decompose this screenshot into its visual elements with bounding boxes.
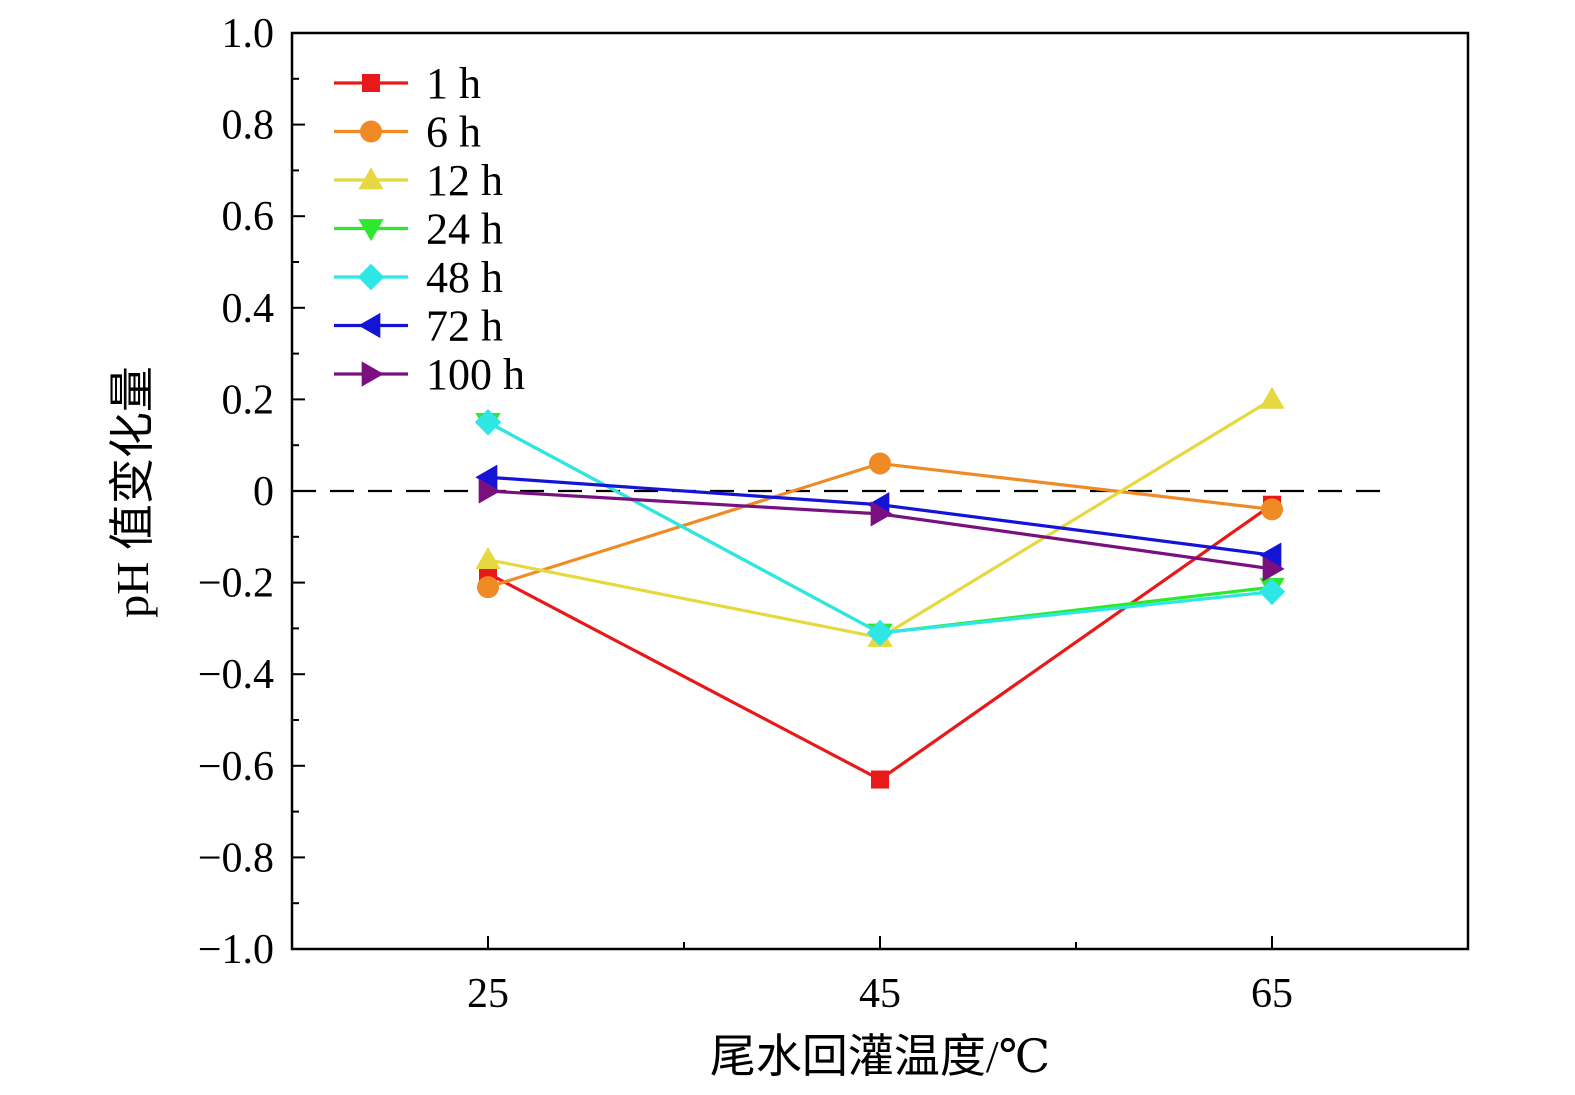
data-point — [1259, 542, 1282, 568]
data-point — [1258, 578, 1286, 605]
y-tick-label: 0.4 — [222, 286, 275, 332]
legend-marker — [358, 219, 384, 242]
data-point — [1262, 556, 1285, 582]
data-point — [474, 409, 502, 436]
legend-label: 48 h — [426, 253, 503, 302]
data-point — [866, 619, 894, 647]
legend-label: 72 h — [426, 302, 503, 351]
data-point — [869, 452, 891, 475]
data-point — [475, 464, 498, 490]
legend-label: 24 h — [426, 205, 503, 254]
y-axis-title: pH 值变化量 — [107, 366, 158, 618]
x-tick-label: 65 — [1251, 971, 1293, 1017]
data-point — [478, 478, 501, 504]
legend-item: 24 h — [334, 205, 503, 254]
data-point — [870, 501, 893, 527]
series-100h — [478, 478, 1285, 582]
data-point — [475, 547, 501, 570]
y-tick-label: −0.6 — [198, 744, 274, 790]
x-tick-label: 45 — [859, 971, 901, 1017]
plot-series — [474, 386, 1286, 789]
legend-item: 12 h — [334, 156, 503, 205]
y-tick-label: −0.2 — [198, 561, 274, 607]
legend-item: 1 h — [334, 59, 481, 108]
legend-marker — [358, 167, 384, 190]
y-tick-label: −0.8 — [198, 835, 274, 881]
legend-marker — [360, 120, 382, 143]
series-48h — [474, 409, 1286, 647]
y-tick-label: 0.8 — [222, 103, 275, 149]
legend-item: 48 h — [334, 253, 503, 302]
legend-marker — [357, 263, 385, 291]
legend-marker — [361, 361, 384, 387]
data-point — [870, 770, 890, 789]
y-tick-label: −0.4 — [198, 652, 274, 698]
series-line — [487, 461, 1273, 589]
series-6h — [477, 452, 1283, 599]
x-axis-title: 尾水回灌温度/℃ — [710, 1031, 1050, 1082]
data-point — [1261, 498, 1283, 521]
legend-item: 72 h — [334, 302, 503, 351]
y-tick-label: 0.2 — [222, 377, 275, 423]
legend-item: 6 h — [334, 108, 481, 157]
axes: 1.0 0.8 0.6 0.4 0.2 0 −0.2 −0.4 −0.6 −0.8 −1.0 25 45… — [198, 11, 1470, 1017]
legend-item: 100 h — [334, 350, 525, 399]
legend-label: 100 h — [426, 350, 525, 399]
legend-marker — [358, 312, 381, 339]
y-tick-label: 0.6 — [222, 194, 275, 240]
y-tick-label: 1.0 — [222, 11, 275, 57]
y-tick-label: −1.0 — [198, 927, 274, 973]
legend-label: 6 h — [426, 108, 481, 157]
y-tick-label: 0 — [253, 469, 274, 515]
legend-label: 12 h — [426, 156, 503, 205]
data-point — [1259, 386, 1285, 409]
data-point — [477, 576, 499, 599]
legend-label: 1 h — [426, 59, 481, 108]
x-tick-label: 25 — [467, 971, 509, 1017]
legend-marker — [361, 73, 381, 93]
series-24h — [475, 412, 1285, 646]
